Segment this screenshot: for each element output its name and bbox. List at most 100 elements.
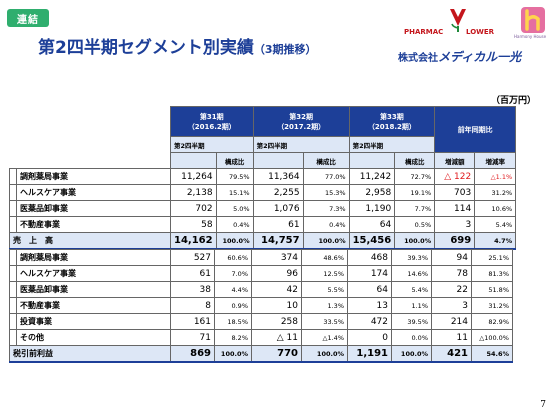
- header-ratio-33: 構成比: [394, 152, 436, 169]
- indent-cell: [9, 265, 17, 282]
- ratio-32: △1.4%: [301, 329, 348, 346]
- ratio-32: 15.3%: [302, 184, 350, 201]
- header-q2-32: 第2四半期: [252, 136, 350, 153]
- ratio-33: 5.4%: [391, 281, 432, 298]
- value-33: 468: [347, 249, 392, 266]
- header-period-33: 第33期 （2018.2期）: [348, 106, 436, 137]
- page-title-main: 第2四半期セグメント別実績: [38, 38, 254, 58]
- value-31: 2,138: [170, 184, 217, 201]
- ratio-32: 7.3%: [302, 200, 350, 217]
- ratio-33: 39.5%: [391, 313, 432, 330]
- change-rate: △1.1%: [474, 168, 517, 185]
- sales_rows-row: 調剤薬局事業 11,264 79.5% 11,364 77.0% 11,242 72.7% △…: [9, 168, 517, 185]
- change: 94: [431, 249, 472, 266]
- header-row-ratio: 構成比 構成比 構成比 増減額 増減率: [10, 152, 517, 169]
- indent-cell: [9, 297, 17, 314]
- value-31: 702: [170, 200, 217, 217]
- ratio-33: 19.1%: [394, 184, 436, 201]
- header-empty-32: [252, 152, 304, 169]
- value-32: 258: [251, 313, 302, 330]
- ratio-31: 79.5%: [215, 168, 254, 185]
- page-number: 7: [540, 400, 546, 410]
- value-33: 64: [347, 281, 392, 298]
- value-33: 11,242: [348, 168, 396, 185]
- profit-total-row: 税引前利益 869 100.0% 770 100.0% 1,191 100.0%…: [9, 345, 513, 363]
- change-rate: 82.9%: [471, 313, 513, 330]
- value-32: 1,076: [252, 200, 304, 217]
- sales-total-r33: 100.0%: [394, 232, 436, 250]
- header-empty-33: [348, 152, 396, 169]
- value-33: 13: [347, 297, 392, 314]
- ratio-31: 7.0%: [214, 265, 252, 282]
- page-title: 第2四半期セグメント別実績（3期推移）: [38, 33, 316, 58]
- sales_rows-row: 医薬品卸事業 702 5.0% 1,076 7.3% 1,190 7.7% 114 10.6%: [9, 200, 517, 217]
- value-31: 38: [170, 281, 215, 298]
- lower-text: LOWER: [466, 28, 495, 36]
- header-ratio-31: 構成比: [215, 152, 254, 169]
- sales_rows-row: 不動産事業 58 0.4% 61 0.4% 64 0.5% 3 5.4%: [9, 216, 517, 233]
- header-period-32: 第32期 （2017.2期）: [252, 106, 350, 137]
- ratio-31: 8.2%: [214, 329, 252, 346]
- change: 11: [431, 329, 472, 346]
- value-33: 2,958: [348, 184, 396, 201]
- indent-cell: [9, 184, 17, 201]
- indent-cell: [9, 329, 17, 346]
- sales-total-change: 699: [434, 232, 476, 250]
- ratio-33: 14.6%: [391, 265, 432, 282]
- ratio-31: 0.9%: [214, 297, 252, 314]
- indent-cell: [9, 216, 17, 233]
- change-rate: 81.3%: [471, 265, 513, 282]
- ratio-33: 7.7%: [394, 200, 436, 217]
- profit-total-v31: 869: [170, 345, 215, 363]
- sales-total-rate: 4.7%: [474, 232, 517, 250]
- sales-total-v31: 14,162: [170, 232, 217, 250]
- value-32: 374: [251, 249, 302, 266]
- ratio-32: 33.5%: [301, 313, 348, 330]
- sales-total-v33: 15,456: [348, 232, 396, 250]
- header-rate: 増減率: [474, 152, 517, 169]
- segment-name: 調剤薬局事業: [16, 249, 171, 266]
- profit_rows-row: 投資事業 161 18.5% 258 33.5% 472 39.5% 214 82.9%: [9, 313, 513, 330]
- sales-total-v32: 14,757: [252, 232, 304, 250]
- change: △ 122: [434, 168, 476, 185]
- change: 703: [434, 184, 476, 201]
- value-32: 10: [251, 297, 302, 314]
- value-31: 61: [170, 265, 215, 282]
- harmony-house-text: Harmony House: [514, 34, 547, 39]
- change: 3: [434, 216, 476, 233]
- profit-total-r32: 100.0%: [301, 345, 348, 363]
- value-32: 42: [251, 281, 302, 298]
- flower-logo-icon: [450, 9, 466, 32]
- ratio-32: 12.5%: [301, 265, 348, 282]
- value-31: 8: [170, 297, 215, 314]
- segment-name: 調剤薬局事業: [16, 168, 171, 185]
- sales-table: 第31期 （2016.2期） 第32期 （2017.2期） 第33期 （2018.2期…: [9, 106, 517, 250]
- profit_rows-row: 医薬品卸事業 38 4.4% 42 5.5% 64 5.4% 22 51.8%: [9, 281, 513, 298]
- indent-cell: [9, 281, 17, 298]
- value-32: 61: [252, 216, 304, 233]
- header-row-periods: 第31期 （2016.2期） 第32期 （2017.2期） 第33期 （2018.2期…: [10, 106, 517, 153]
- value-32: 2,255: [252, 184, 304, 201]
- ratio-33: 72.7%: [394, 168, 436, 185]
- page-title-sub: （3期推移）: [253, 43, 317, 56]
- ratio-31: 15.1%: [215, 184, 254, 201]
- segment-name: ヘルスケア事業: [16, 265, 171, 282]
- header-q2-33: 第2四半期: [348, 136, 436, 153]
- unit-label: （百万円）: [491, 96, 537, 106]
- value-33: 1,190: [348, 200, 396, 217]
- change: 214: [431, 313, 472, 330]
- header-ratio-32: 構成比: [302, 152, 350, 169]
- pharmac-text: PHARMAC: [404, 28, 444, 36]
- sales-total-r31: 100.0%: [215, 232, 254, 250]
- sales-total-label: 売 上 高: [9, 232, 171, 250]
- change-rate: △100.0%: [471, 329, 513, 346]
- segment-name: 投資事業: [16, 313, 171, 330]
- ratio-32: 77.0%: [302, 168, 350, 185]
- ratio-31: 0.4%: [215, 216, 254, 233]
- value-32: 96: [251, 265, 302, 282]
- indent-cell: [9, 168, 17, 185]
- harmony-house-logo-icon: [521, 7, 545, 33]
- value-31: 11,264: [170, 168, 217, 185]
- sales-total-row: 売 上 高 14,162 100.0% 14,757 100.0% 15,456…: [9, 232, 517, 250]
- change: 114: [434, 200, 476, 217]
